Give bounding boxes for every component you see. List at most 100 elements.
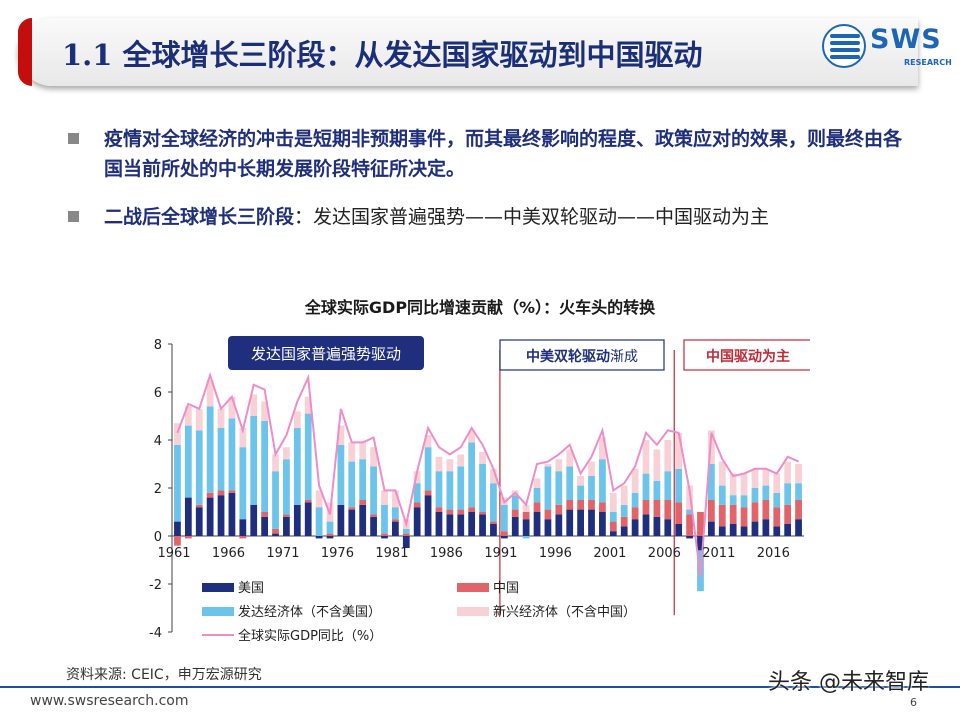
- bar-0-2013: [740, 526, 748, 536]
- bar-0-2006: [664, 519, 672, 536]
- bullet-square-icon: [68, 133, 79, 144]
- logo-subtext: RESEARCH: [904, 58, 952, 67]
- bar-3-2003: [631, 468, 639, 493]
- bar-1-1996: [555, 504, 563, 515]
- bar-0-1981: [392, 521, 399, 536]
- bar-1-1992: [511, 509, 519, 517]
- bar-3-1998: [577, 476, 584, 486]
- bar-0-2014: [751, 521, 759, 536]
- bar-2-1980: [381, 504, 388, 534]
- bar-1-2007: [675, 502, 683, 524]
- watermark: 头条 @未来智库: [768, 670, 929, 695]
- bar-2-2006: [664, 471, 672, 500]
- bar-1-1975: [326, 533, 334, 536]
- bar-0-1989: [479, 514, 486, 536]
- bar-0-1969: [261, 516, 268, 536]
- x-tick-label-2016: 2016: [757, 546, 790, 561]
- bar-3-2006: [664, 440, 672, 472]
- bar-3-1978: [359, 442, 367, 460]
- bar-1-2013: [740, 507, 748, 527]
- bar-0-1979: [370, 516, 377, 536]
- bar-3-1988: [468, 430, 476, 443]
- bar-2-1971: [283, 459, 290, 515]
- bar-1-1985: [435, 507, 443, 512]
- bar-1-2015: [762, 500, 770, 520]
- footer-url[interactable]: www.swsresearch.com: [30, 693, 189, 709]
- bar-2-2010: [708, 464, 715, 500]
- bar-0-1977: [348, 509, 356, 536]
- bullet-point-2: 二战后全球增长三阶段：发达国家普遍强势——中美双轮驱动——中国驱动为主: [68, 202, 908, 232]
- x-tick-label-1966: 1966: [212, 546, 245, 561]
- bar-3-1996: [555, 459, 563, 472]
- legend-label-5: 全球实际GDP同比（%）: [238, 628, 382, 644]
- bar-2-1976: [337, 444, 345, 505]
- bar-2-1977: [348, 461, 356, 508]
- bar-0-2012: [729, 524, 737, 536]
- bar-2-1963: [195, 430, 203, 505]
- bar-0-2000: [599, 512, 606, 536]
- bar-3-1973: [304, 396, 312, 414]
- bar-3-1979: [370, 447, 377, 467]
- bar-3-1983: [413, 471, 421, 484]
- bar-3-1985: [435, 456, 443, 472]
- bar-3-1971: [283, 447, 290, 460]
- bar-3-1961: [174, 423, 181, 445]
- bar-3-1967: [239, 428, 247, 448]
- bar-1-1969: [261, 512, 268, 517]
- bar-3-2001: [609, 492, 617, 512]
- bar-3-1965: [217, 408, 225, 428]
- x-tick-label-1976: 1976: [321, 546, 354, 561]
- bar-2-2011: [718, 485, 726, 505]
- bar-3-2012: [729, 473, 737, 496]
- bar-2-1989: [479, 464, 486, 512]
- sws-logo-mark-icon: [822, 24, 866, 68]
- bar-1-2011: [718, 504, 726, 527]
- bar-2-1965: [217, 428, 225, 491]
- bar-3-1968: [250, 394, 258, 416]
- bar-0-2004: [642, 514, 650, 536]
- bar-0-1988: [468, 512, 476, 536]
- bar-3-1993: [522, 504, 530, 512]
- legend-label-1: 美国: [238, 581, 264, 596]
- bar-0-2018: [795, 519, 802, 536]
- bar-0-2003: [631, 519, 639, 536]
- bar-2-2013: [740, 495, 748, 508]
- bar-0-1990: [490, 524, 497, 536]
- bar-3-2002: [620, 485, 628, 505]
- bar-1-1986: [446, 509, 454, 515]
- bar-2-1984: [424, 447, 432, 491]
- bar-2-1974: [315, 507, 323, 536]
- bar-2-2005: [653, 480, 661, 500]
- bar-0-1998: [577, 509, 584, 536]
- bar-1-2004: [642, 500, 650, 515]
- bar-2-1981: [392, 507, 399, 520]
- bar-1-1990: [490, 521, 497, 524]
- bar-2-2012: [729, 495, 737, 505]
- phase-box-1: [228, 336, 424, 370]
- bar-0-1983: [413, 507, 421, 536]
- bar-1-2010: [708, 500, 715, 522]
- bar-3-1970: [272, 454, 279, 472]
- bar-2-1968: [250, 416, 258, 505]
- bar-2-1970: [272, 471, 279, 529]
- bar-1-1982: [402, 533, 410, 536]
- bar-3-2000: [599, 437, 606, 460]
- bar-0-1986: [446, 514, 454, 536]
- bar-2-1978: [359, 459, 367, 500]
- bar-0-1972: [293, 504, 301, 536]
- x-tick-label-1996: 1996: [539, 546, 572, 561]
- bar-3-1999: [588, 461, 595, 476]
- bar-1-2005: [653, 500, 661, 517]
- bar-2-2017: [784, 483, 792, 505]
- y-tick-label: -2: [149, 578, 162, 593]
- bar-2-1983: [413, 483, 421, 503]
- bar-1-2002: [620, 516, 628, 527]
- bar-0-1984: [424, 495, 432, 536]
- bullet-square-icon: [68, 211, 79, 222]
- x-tick-label-1961: 1961: [157, 546, 190, 561]
- bar-2-1986: [446, 471, 454, 510]
- bar-1-1970: [272, 528, 279, 534]
- bar-0-1974: [315, 536, 323, 539]
- bar-1-2018: [795, 500, 802, 520]
- bar-2-1994: [533, 488, 541, 503]
